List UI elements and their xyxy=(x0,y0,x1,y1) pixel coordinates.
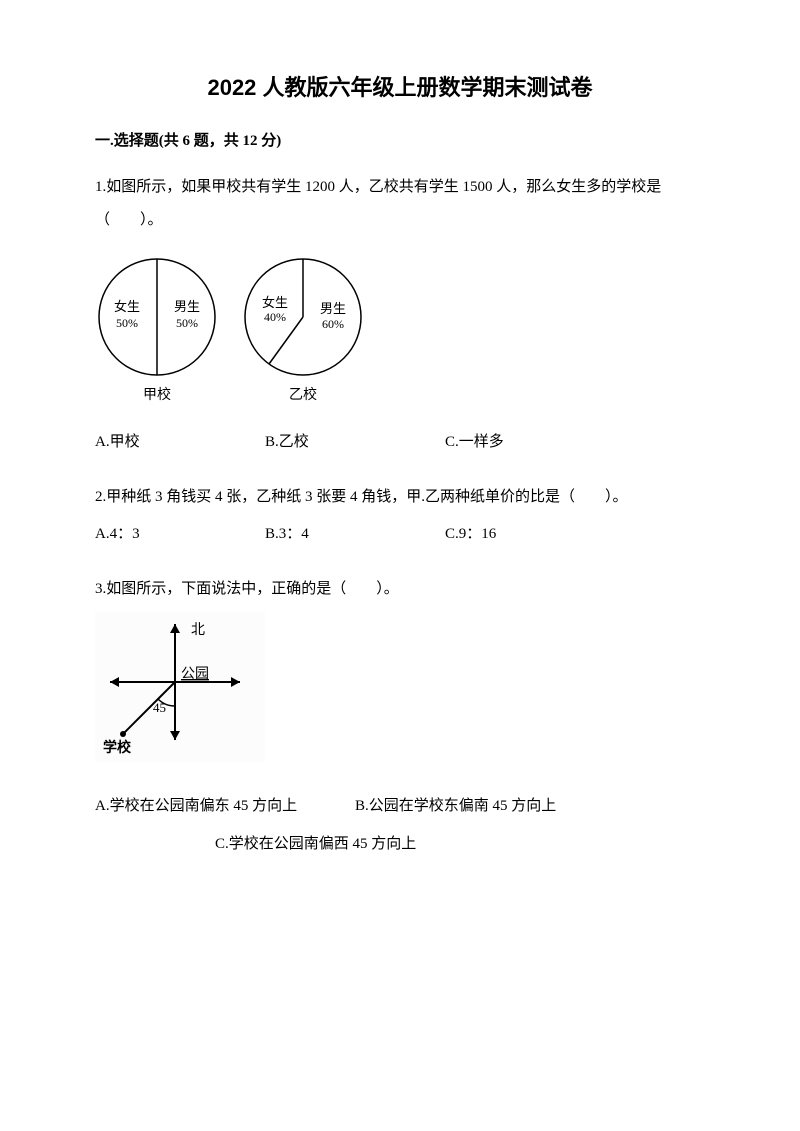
pie-a-name: 甲校 xyxy=(143,385,171,407)
q3-option-a: A.学校在公园南偏东 45 方向上 xyxy=(95,794,355,818)
pie-b-right-pct: 60% xyxy=(322,317,344,331)
q1-option-c: C.一样多 xyxy=(445,430,615,454)
q3-option-c: C.学校在公园南偏西 45 方向上 xyxy=(215,832,705,856)
compass-svg: 北 公园 45 学校 xyxy=(95,612,265,762)
page-title: 2022 人教版六年级上册数学期末测试卷 xyxy=(95,70,705,105)
angle-label: 45 xyxy=(153,700,166,715)
q1-option-b: B.乙校 xyxy=(265,430,445,454)
question-3: 3.如图所示，下面说法中，正确的是（ ）。 北 公园 45 学校 xyxy=(95,574,705,856)
school-label: 学校 xyxy=(103,739,132,756)
q3-option-b: B.公园在学校东偏南 45 方向上 xyxy=(355,794,635,818)
q1-option-a: A.甲校 xyxy=(95,430,265,454)
q2-option-b: B.3：4 xyxy=(265,522,445,546)
pie-b-right-label: 男生 xyxy=(320,301,346,316)
center-label: 公园 xyxy=(181,667,209,682)
pie-a-right-pct: 50% xyxy=(176,316,198,330)
pie-a-left-label: 女生 xyxy=(114,299,140,314)
pie-a-right-label: 男生 xyxy=(174,299,200,314)
pie-b-name: 乙校 xyxy=(289,385,317,407)
q3-diagram: 北 公园 45 学校 xyxy=(95,612,705,770)
q2-stem: 2.甲种纸 3 角钱买 4 张，乙种纸 3 张要 4 角钱，甲.乙两种纸单价的比… xyxy=(95,482,705,512)
q1-stem: 1.如图所示，如果甲校共有学生 1200 人，乙校共有学生 1500 人，那么女… xyxy=(95,171,705,237)
question-1: 1.如图所示，如果甲校共有学生 1200 人，乙校共有学生 1500 人，那么女… xyxy=(95,171,705,453)
pie-a-block: 女生 50% 男生 50% 甲校 xyxy=(95,255,219,407)
section-header-1: 一.选择题(共 6 题，共 12 分) xyxy=(95,129,705,153)
pie-b-left-pct: 40% xyxy=(264,310,286,324)
q3-options-row1: A.学校在公园南偏东 45 方向上 B.公园在学校东偏南 45 方向上 xyxy=(95,794,705,818)
pie-a-chart: 女生 50% 男生 50% xyxy=(95,255,219,379)
q2-option-a: A.4：3 xyxy=(95,522,265,546)
q2-option-c: C.9：16 xyxy=(445,522,615,546)
pie-b-block: 女生 40% 男生 60% 乙校 xyxy=(241,255,365,407)
pie-b-left-label: 女生 xyxy=(262,295,288,310)
pie-a-left-pct: 50% xyxy=(116,316,138,330)
north-label: 北 xyxy=(191,622,205,638)
q2-options: A.4：3 B.3：4 C.9：16 xyxy=(95,522,705,546)
question-2: 2.甲种纸 3 角钱买 4 张，乙种纸 3 张要 4 角钱，甲.乙两种纸单价的比… xyxy=(95,482,705,546)
q1-pie-row: 女生 50% 男生 50% 甲校 女生 40% 男生 60% 乙校 xyxy=(95,255,705,407)
pie-b-chart: 女生 40% 男生 60% xyxy=(241,255,365,379)
q3-stem: 3.如图所示，下面说法中，正确的是（ ）。 xyxy=(95,574,705,604)
q1-options: A.甲校 B.乙校 C.一样多 xyxy=(95,430,705,454)
